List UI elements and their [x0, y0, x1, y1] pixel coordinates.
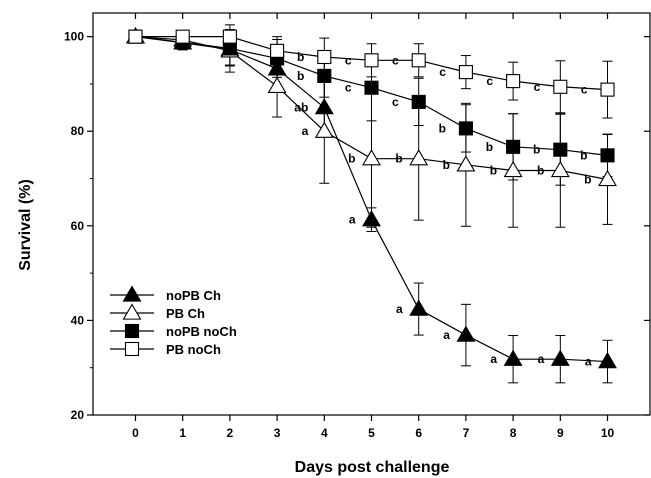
x-tick-label: 9: [557, 426, 564, 440]
significance-label: b: [584, 172, 591, 186]
data-point: [314, 97, 334, 115]
axes: 20 40 60 80 100 0 1 2 3 4 5 6 7 8 9 10: [64, 12, 651, 440]
x-tick-label: 6: [415, 426, 422, 440]
data-point: [598, 351, 617, 369]
significance-label: c: [581, 83, 588, 97]
data-markers: [126, 27, 617, 369]
x-tick-label: 8: [510, 426, 517, 440]
significance-label: b: [486, 140, 493, 154]
x-tick-label: 4: [321, 426, 328, 440]
data-point: [550, 349, 570, 366]
significance-label: b: [443, 158, 450, 172]
significance-label: a: [302, 124, 309, 138]
data-point: [270, 43, 285, 58]
data-point: [456, 325, 476, 342]
significance-label: a: [490, 352, 497, 366]
significance-label: a: [396, 302, 403, 316]
significance-label: c: [345, 81, 352, 95]
error-bars: [177, 24, 613, 384]
significance-label: b: [537, 163, 544, 177]
data-point: [317, 49, 332, 65]
significance-label: b: [297, 69, 304, 83]
significance-label: c: [392, 95, 399, 109]
significance-label: b: [580, 148, 587, 162]
y-tick-label: 20: [71, 408, 85, 422]
data-point: [175, 29, 190, 44]
data-point: [503, 349, 523, 366]
legend-marker: [124, 341, 140, 357]
data-point: [364, 80, 379, 95]
significance-label: a: [349, 213, 356, 227]
data-point: [503, 160, 523, 178]
data-point: [550, 160, 570, 178]
legend-marker: [122, 303, 142, 320]
data-point: [506, 74, 521, 89]
x-tick-label: 7: [463, 426, 470, 440]
significance-label: b: [533, 143, 540, 157]
data-point: [458, 65, 473, 80]
data-point: [222, 29, 237, 44]
data-point: [600, 82, 615, 97]
y-tick-label: 100: [64, 30, 84, 44]
significance-label: b: [490, 163, 497, 177]
data-point: [600, 148, 615, 163]
data-point: [364, 53, 379, 68]
data-point: [362, 210, 381, 227]
data-point: [598, 169, 617, 187]
data-point: [553, 79, 568, 94]
x-axis-title: Days post challenge: [295, 459, 450, 476]
significance-label: a: [538, 352, 545, 366]
legend-marker: [122, 285, 142, 302]
significance-label: a: [443, 328, 450, 342]
significance-label: c: [392, 53, 399, 67]
x-tick-label: 3: [274, 426, 281, 440]
legend-label: PB Ch: [166, 306, 205, 321]
legend-label: noPB noCh: [166, 324, 237, 339]
legend-marker: [124, 323, 140, 339]
significance-label: b: [348, 152, 355, 166]
x-tick-label: 5: [368, 426, 375, 440]
data-point: [409, 149, 429, 166]
data-point: [456, 155, 476, 172]
significance-label: c: [534, 80, 541, 94]
data-point: [411, 53, 426, 68]
data-point: [267, 59, 287, 76]
y-tick-label: 80: [71, 124, 85, 138]
data-point: [362, 149, 381, 166]
data-point: [458, 121, 473, 136]
x-tick-label: 0: [132, 426, 139, 440]
x-tick-label: 1: [179, 426, 186, 440]
y-tick-label: 40: [71, 313, 85, 327]
y-axis-title: Survival (%): [17, 179, 34, 271]
legend: noPB Ch PB Ch noPB noCh PB noCh: [110, 285, 237, 357]
data-point: [409, 299, 429, 316]
y-tick-label: 60: [71, 219, 85, 233]
significance-label: ab: [294, 101, 308, 115]
significance-label: c: [345, 53, 352, 67]
significance-label: b: [439, 121, 446, 135]
data-point: [314, 121, 334, 138]
data-point: [411, 94, 426, 109]
x-tick-label: 10: [601, 426, 615, 440]
data-point: [128, 29, 143, 44]
data-point: [222, 41, 237, 56]
significance-label: c: [486, 74, 493, 88]
x-tick-label: 2: [227, 426, 234, 440]
significance-label: b: [395, 152, 402, 166]
legend-label: noPB Ch: [166, 288, 221, 303]
data-point: [553, 142, 568, 157]
legend-label: PB noCh: [166, 342, 221, 357]
significance-label: b: [297, 50, 304, 64]
data-point: [506, 139, 521, 154]
significance-label: c: [439, 65, 446, 79]
significance-label: a: [585, 355, 592, 369]
data-point: [267, 76, 287, 93]
data-point: [317, 68, 332, 83]
